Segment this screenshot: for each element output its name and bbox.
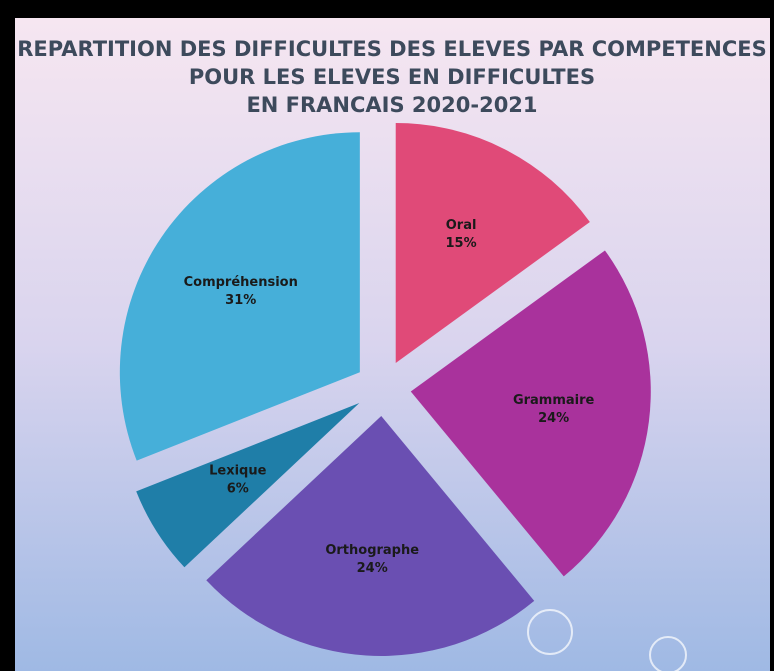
slice-label: Oral — [446, 218, 477, 233]
value-label: 15% — [446, 236, 477, 251]
value-label: 31% — [225, 293, 256, 308]
value-label: 24% — [538, 411, 569, 426]
slice-label: Lexique — [209, 464, 267, 479]
slice-label: Grammaire — [513, 393, 595, 408]
chart-title: REPARTITION DES DIFFICULTES DES ELEVES P… — [17, 37, 766, 61]
slice-label: Compréhension — [184, 275, 298, 290]
chart-title: EN FRANCAIS 2020-2021 — [246, 93, 537, 117]
chart-title: POUR LES ELEVES EN DIFFICULTES — [189, 65, 595, 89]
chart: REPARTITION DES DIFFICULTES DES ELEVES P… — [0, 0, 774, 671]
value-label: 24% — [357, 561, 388, 576]
value-label: 6% — [227, 482, 249, 497]
slice-label: Orthographe — [325, 543, 419, 558]
